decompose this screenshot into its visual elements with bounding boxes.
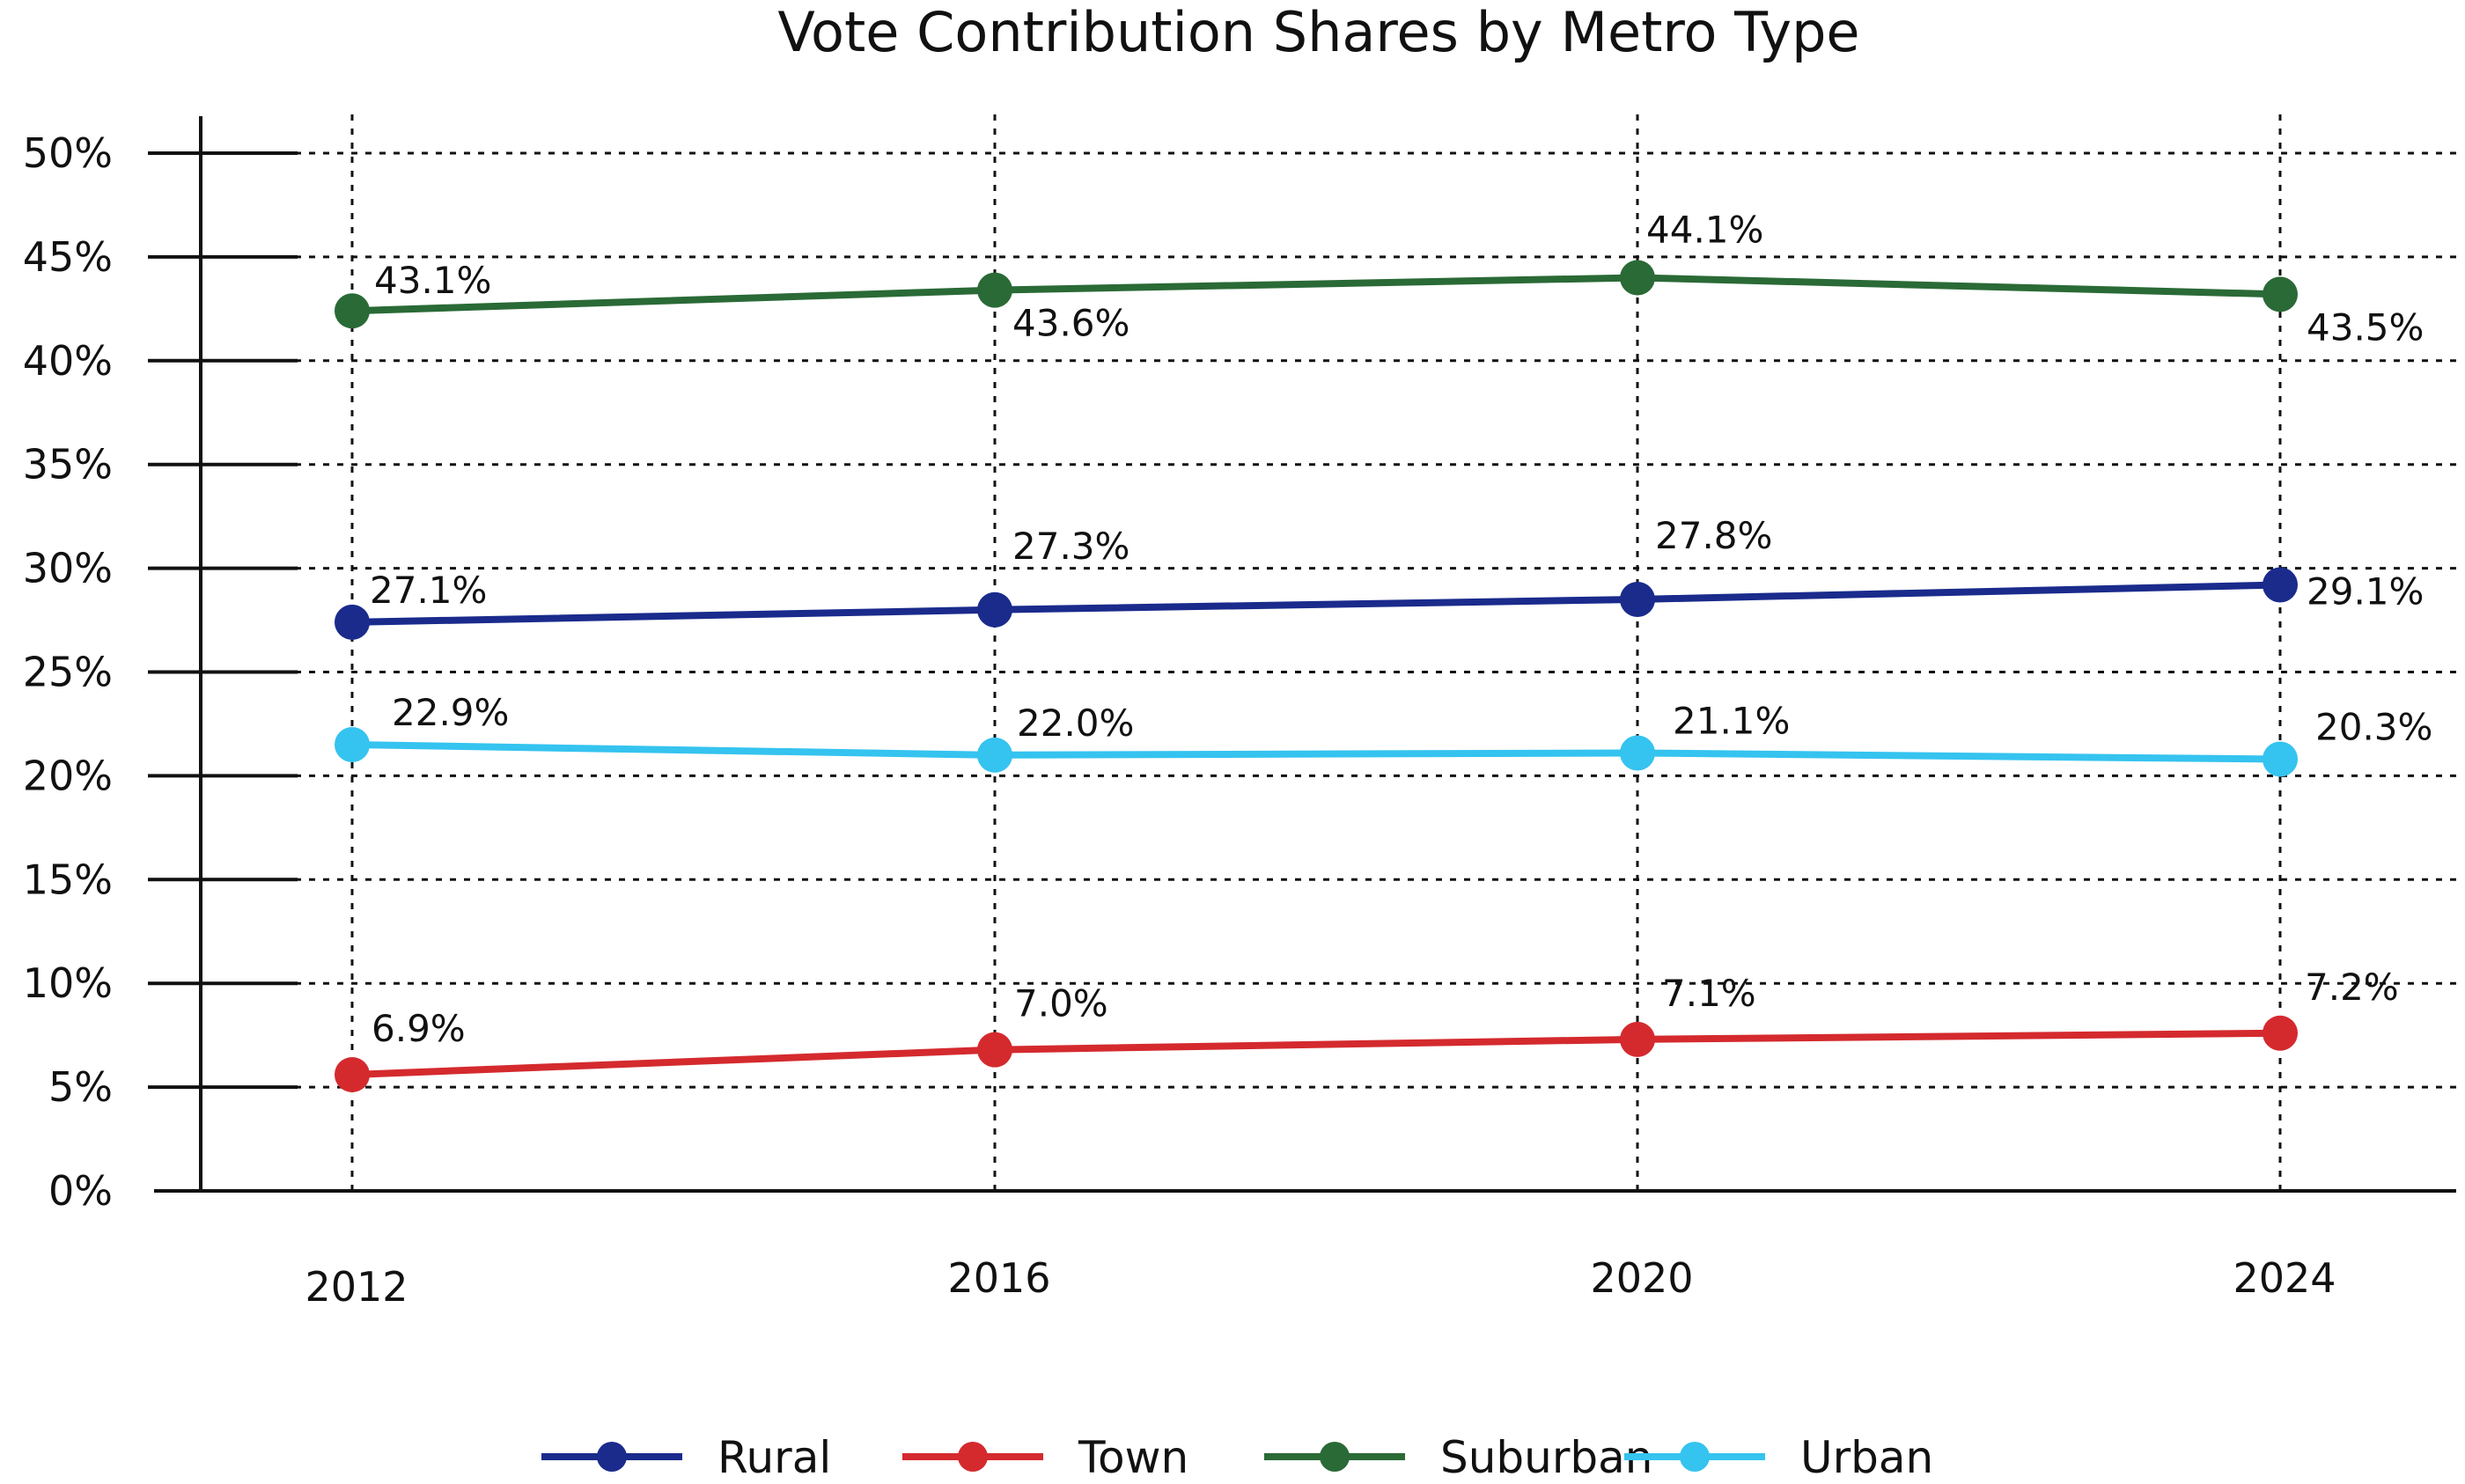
data-label-urban: 20.3% (2315, 706, 2432, 749)
legend-label-urban: Urban (1800, 1432, 1933, 1480)
series-line-suburban (351, 274, 2281, 315)
data-point-town (2263, 1015, 2298, 1051)
legend-marker-suburban (1320, 1442, 1350, 1472)
data-label-town: 6.9% (372, 1007, 466, 1050)
data-label-urban: 22.0% (1017, 702, 1134, 745)
y-tick-label: 40% (23, 337, 113, 385)
data-label-town: 7.0% (1014, 982, 1108, 1025)
x-tick-label: 2016 (947, 1254, 1050, 1302)
legend-label-rural: Rural (717, 1432, 831, 1480)
data-point-urban (977, 737, 1012, 773)
legend-item-town: Town (902, 1432, 1188, 1483)
data-point-urban (1620, 735, 1655, 771)
data-point-suburban (977, 272, 1012, 308)
data-label-urban: 22.9% (392, 691, 509, 734)
chart-title: Vote Contribution Shares by Metro Type (777, 0, 1859, 64)
grid-layer (154, 114, 2456, 1191)
y-tick-label: 0% (48, 1167, 113, 1215)
series-line-rural (351, 581, 2281, 626)
data-label-town: 7.2% (2305, 966, 2399, 1009)
data-point-urban (335, 727, 370, 763)
data-label-urban: 21.1% (1673, 699, 1790, 742)
series-line-town (351, 1029, 2281, 1078)
legend-marker-urban (1680, 1442, 1710, 1472)
x-tick-label: 2012 (305, 1263, 408, 1311)
data-point-suburban (335, 293, 370, 329)
legend-label-town: Town (1078, 1432, 1188, 1480)
data-point-rural (977, 591, 1012, 628)
y-tick-label: 35% (23, 441, 113, 489)
y-tick-label: 10% (23, 959, 113, 1007)
y-tick-label: 30% (23, 545, 113, 592)
data-label-town: 7.1% (1662, 972, 1756, 1015)
data-label-layer: 27.1% 27.3% 27.8% 29.1% 6.9% 7.0% 7.1% 7.2% 43.1… (370, 208, 2432, 1049)
legend-item-rural: Rural (541, 1432, 831, 1483)
data-label-suburban: 43.5% (2307, 305, 2424, 349)
data-point-rural (2263, 567, 2298, 603)
y-tick-label: 20% (23, 752, 113, 799)
data-label-rural: 29.1% (2307, 569, 2424, 613)
series-line-urban (351, 741, 2281, 763)
data-point-suburban (1620, 260, 1655, 296)
legend-item-suburban: Suburban (1264, 1432, 1652, 1483)
data-label-rural: 27.8% (1655, 514, 1772, 557)
data-label-suburban: 43.1% (374, 259, 491, 302)
y-tick-label: 15% (23, 856, 113, 903)
data-point-town (1620, 1021, 1655, 1057)
legend: Rural Town Suburban Urban (541, 1432, 1933, 1483)
data-point-rural (1620, 581, 1655, 617)
axis-layer: 0% 5% 10% 15% 20% 25% 30% 35% 40% 45% 50% 2012 2016 2… (23, 116, 2456, 1311)
data-label-suburban: 44.1% (1646, 208, 1763, 251)
x-tick-label: 2020 (1590, 1254, 1693, 1302)
y-tick-label: 25% (23, 649, 113, 696)
x-tick-label: 2024 (2233, 1254, 2336, 1302)
data-point-suburban (2263, 276, 2298, 312)
legend-label-suburban: Suburban (1440, 1432, 1652, 1480)
y-tick-label: 45% (23, 233, 113, 281)
data-label-suburban: 43.6% (1012, 302, 1129, 345)
data-point-town (977, 1032, 1012, 1068)
data-point-town (335, 1056, 370, 1092)
data-point-rural (335, 604, 370, 640)
data-label-rural: 27.1% (370, 569, 487, 612)
legend-item-urban: Urban (1624, 1432, 1933, 1483)
series-layer (335, 260, 2298, 1092)
legend-marker-town (958, 1442, 988, 1472)
legend-marker-rural (597, 1442, 627, 1472)
data-label-rural: 27.3% (1012, 525, 1129, 568)
y-tick-label: 5% (48, 1063, 113, 1111)
data-point-urban (2263, 741, 2298, 777)
y-tick-label: 50% (23, 129, 113, 177)
